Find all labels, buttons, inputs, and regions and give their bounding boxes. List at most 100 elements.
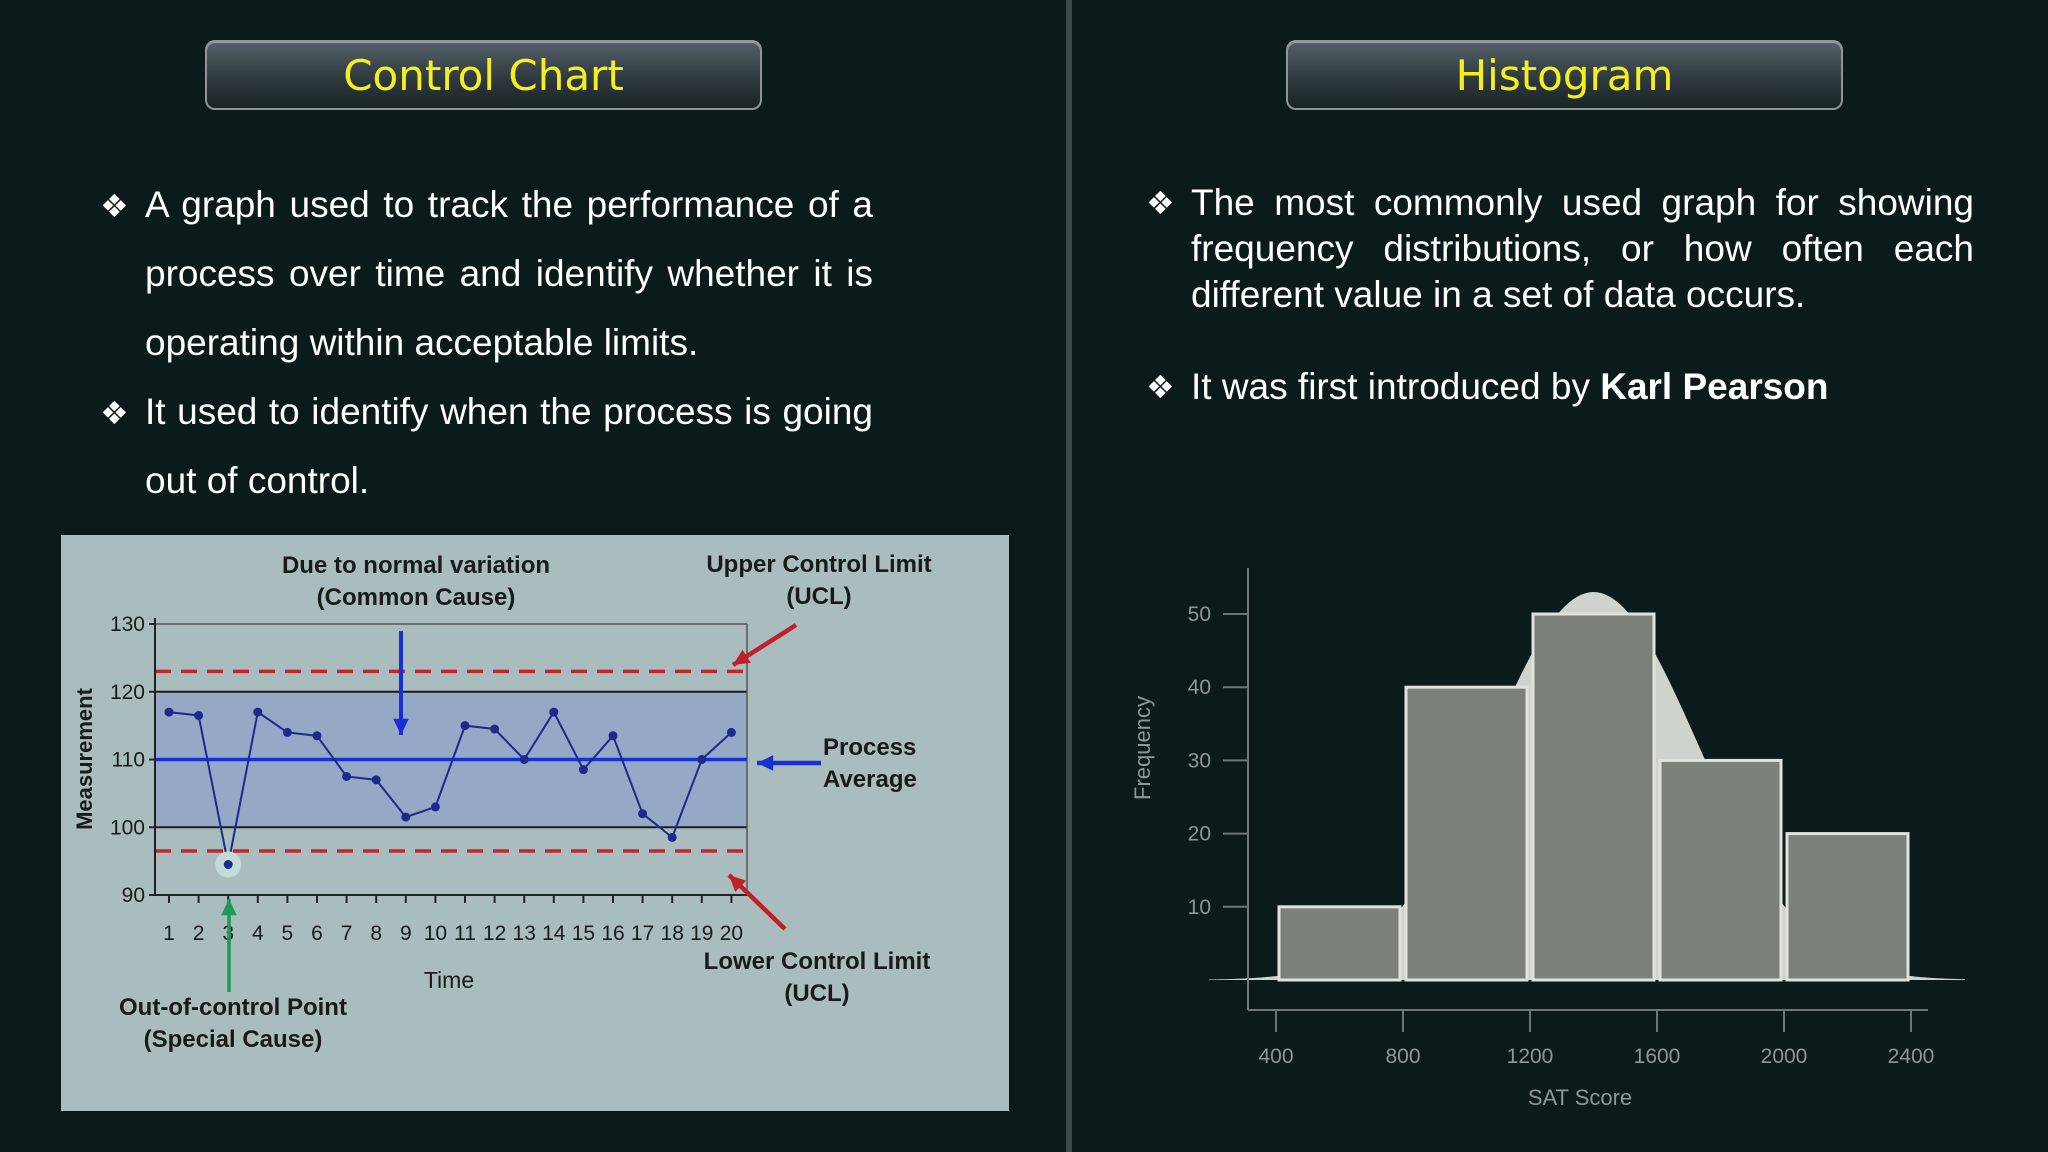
x-tick-label: 800 bbox=[1385, 1045, 1420, 1068]
special-cause-arrow-head bbox=[221, 899, 237, 916]
measurement-point bbox=[519, 755, 529, 764]
annotation-label: Out-of-control Point bbox=[119, 994, 347, 1021]
x-tick-label: 2 bbox=[193, 922, 205, 945]
x-tick-label: 20 bbox=[720, 922, 743, 945]
bullet-item: ❖ The most commonly used graph for showi… bbox=[1146, 180, 1974, 318]
annotation-label: Average bbox=[823, 766, 917, 793]
measurement-point bbox=[164, 707, 174, 717]
ucl-arrow-head bbox=[733, 649, 751, 665]
annotation-label: Lower Control Limit bbox=[704, 948, 931, 975]
histogram-title: Histogram bbox=[1286, 40, 1843, 110]
control-chart-title-text: Control Chart bbox=[343, 50, 624, 100]
histogram-bar bbox=[1404, 685, 1529, 982]
histogram-bar bbox=[1277, 905, 1402, 982]
measurement-point bbox=[371, 775, 381, 785]
y-tick-label: 130 bbox=[110, 613, 145, 636]
x-tick-label: 13 bbox=[513, 922, 536, 945]
y-tick-label: 40 bbox=[1188, 676, 1211, 699]
x-axis-title: Time bbox=[424, 967, 474, 993]
x-tick-label: 17 bbox=[631, 922, 654, 945]
control-chart-bullets: ❖ A graph used to track the performance … bbox=[100, 170, 873, 515]
annotation-label: (Special Cause) bbox=[144, 1026, 323, 1053]
histogram-chart: 10 20 30 40 50 400 800 1200 1600 2000 2400 SAT Scor… bbox=[1130, 568, 1965, 1110]
histogram-bar bbox=[1785, 832, 1910, 982]
x-tick-label: 1200 bbox=[1507, 1045, 1554, 1068]
x-tick-label: 18 bbox=[661, 922, 684, 945]
x-tick-label: 8 bbox=[370, 922, 382, 945]
x-tick-label: 12 bbox=[483, 922, 506, 945]
common-cause-arrow-head bbox=[393, 718, 409, 735]
bullet-text: It was first introduced by bbox=[1191, 366, 1601, 407]
x-tick-label: 1 bbox=[163, 922, 175, 945]
x-tick-label: 400 bbox=[1258, 1045, 1293, 1068]
bullet-text: A graph used to track the performance of… bbox=[145, 184, 873, 363]
x-tick-label: 16 bbox=[601, 922, 624, 945]
measurement-point bbox=[223, 860, 233, 870]
process-average-arrow-head bbox=[757, 755, 774, 771]
lcl-arrow-head bbox=[729, 875, 747, 892]
measurement-point bbox=[430, 802, 440, 812]
measurement-point bbox=[401, 812, 411, 822]
measurement-point bbox=[194, 710, 204, 720]
x-tick-label: 4 bbox=[252, 922, 264, 945]
x-tick-label: 15 bbox=[572, 922, 595, 945]
annotation-label: Process bbox=[823, 734, 916, 761]
diamond-bullet-icon: ❖ bbox=[100, 394, 129, 432]
bullet-item: ❖ It was first introduced by Karl Pearso… bbox=[1146, 364, 1974, 410]
x-tick-label: 1600 bbox=[1634, 1045, 1681, 1068]
y-tick-label: 110 bbox=[112, 749, 145, 772]
measurement-point bbox=[282, 727, 292, 737]
measurement-point bbox=[490, 724, 500, 734]
measurement-point bbox=[608, 731, 618, 741]
x-tick-label: 2000 bbox=[1761, 1045, 1808, 1068]
measurement-point bbox=[253, 707, 263, 717]
y-tick-label: 20 bbox=[1188, 823, 1211, 846]
y-axis-title: Frequency bbox=[1130, 696, 1155, 800]
control-chart: 9010011012013012345678910111213141516171… bbox=[61, 535, 1009, 1111]
y-tick-label: 90 bbox=[122, 884, 145, 907]
bullet-bold-text: Karl Pearson bbox=[1600, 366, 1829, 407]
x-tick-label: 11 bbox=[454, 922, 476, 945]
measurement-point bbox=[726, 727, 736, 737]
y-tick-label: 10 bbox=[1188, 896, 1211, 919]
x-tick-label: 19 bbox=[690, 922, 713, 945]
measurement-point bbox=[549, 707, 559, 717]
bullet-text: It used to identify when the process is … bbox=[145, 391, 873, 501]
diamond-bullet-icon: ❖ bbox=[1146, 184, 1175, 222]
y-tick-label: 50 bbox=[1188, 603, 1211, 626]
x-tick-label: 5 bbox=[282, 922, 294, 945]
slide-divider bbox=[1066, 0, 1072, 1152]
x-tick-label: 2400 bbox=[1888, 1045, 1935, 1068]
histogram-title-text: Histogram bbox=[1455, 50, 1674, 100]
histogram-bullets: ❖ The most commonly used graph for showi… bbox=[1146, 180, 1974, 456]
measurement-point bbox=[342, 771, 352, 781]
annotation-label: (Common Cause) bbox=[317, 584, 516, 611]
y-tick-label: 100 bbox=[110, 816, 145, 839]
measurement-point bbox=[667, 832, 677, 842]
annotation-label: Due to normal variation bbox=[282, 552, 550, 579]
measurement-point bbox=[697, 755, 707, 764]
measurement-point bbox=[578, 765, 588, 775]
bullet-text: The most commonly used graph for showing… bbox=[1191, 182, 1974, 315]
x-tick-label: 7 bbox=[341, 922, 353, 945]
annotation-label: (UCL) bbox=[786, 583, 851, 610]
histogram-bar bbox=[1531, 612, 1656, 982]
x-tick-label: 14 bbox=[542, 922, 566, 945]
annotation-label: (UCL) bbox=[784, 980, 849, 1007]
bullet-item: ❖ A graph used to track the performance … bbox=[100, 170, 873, 377]
measurement-point bbox=[460, 721, 470, 731]
bullet-item: ❖ It used to identify when the process i… bbox=[100, 377, 873, 515]
control-chart-title: Control Chart bbox=[205, 40, 762, 110]
measurement-series-line bbox=[168, 710, 733, 865]
x-axis-title: SAT Score bbox=[1528, 1085, 1632, 1110]
measurement-point bbox=[638, 809, 648, 819]
y-tick-label: 30 bbox=[1188, 749, 1211, 772]
annotation-label: Upper Control Limit bbox=[706, 551, 931, 578]
measurement-point bbox=[312, 731, 322, 741]
x-tick-label: 9 bbox=[400, 922, 412, 945]
diamond-bullet-icon: ❖ bbox=[100, 187, 129, 225]
x-tick-label: 6 bbox=[311, 922, 323, 945]
diamond-bullet-icon: ❖ bbox=[1146, 368, 1175, 406]
x-tick-label: 10 bbox=[424, 922, 447, 945]
histogram-bar bbox=[1658, 758, 1783, 982]
